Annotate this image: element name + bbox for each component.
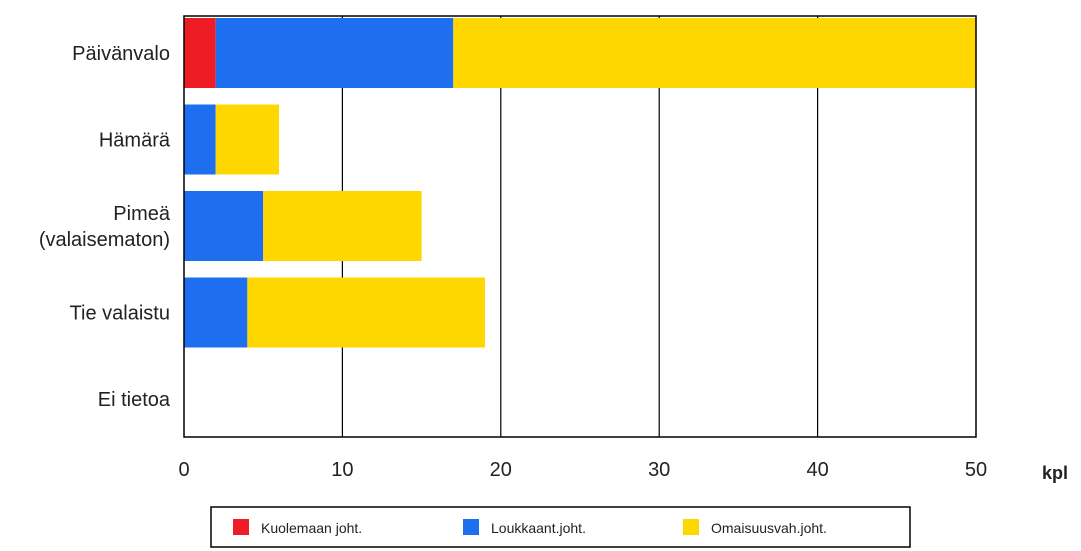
bar-2-3 <box>247 277 485 348</box>
x-tick-label: 30 <box>648 459 670 481</box>
bar-1-0 <box>215 18 454 88</box>
plot-frame <box>183 15 977 438</box>
category-label: Pimeä <box>113 203 171 225</box>
legend-swatch <box>683 519 699 535</box>
legend-label: Omaisuusvah.joht. <box>711 520 827 536</box>
category-label: Ei tietoa <box>98 389 171 411</box>
category-label: Hämärä <box>99 130 171 152</box>
x-tick-label: 0 <box>178 459 189 481</box>
bar-1-3 <box>184 277 248 348</box>
legend-box <box>210 506 911 548</box>
legend-label: Loukkaant.joht. <box>491 520 586 536</box>
legend-swatch <box>233 519 249 535</box>
legend-swatch <box>463 519 479 535</box>
bar-0-0 <box>184 18 216 88</box>
bar-1-1 <box>184 104 216 175</box>
x-tick-label: 10 <box>331 459 353 481</box>
x-unit-label: kpl <box>1042 463 1068 483</box>
bar-2-0 <box>453 18 976 88</box>
x-tick-label: 40 <box>806 459 828 481</box>
x-tick-label: 50 <box>965 459 987 481</box>
bar-1-2 <box>184 191 264 261</box>
x-tick-label: 20 <box>490 459 512 481</box>
legend-label: Kuolemaan joht. <box>261 520 362 536</box>
category-label: Päivänvalo <box>72 43 170 65</box>
bar-2-2 <box>263 191 422 261</box>
category-label: (valaisematon) <box>39 229 170 251</box>
category-label: Tie valaistu <box>70 303 170 325</box>
bar-2-1 <box>215 104 280 175</box>
